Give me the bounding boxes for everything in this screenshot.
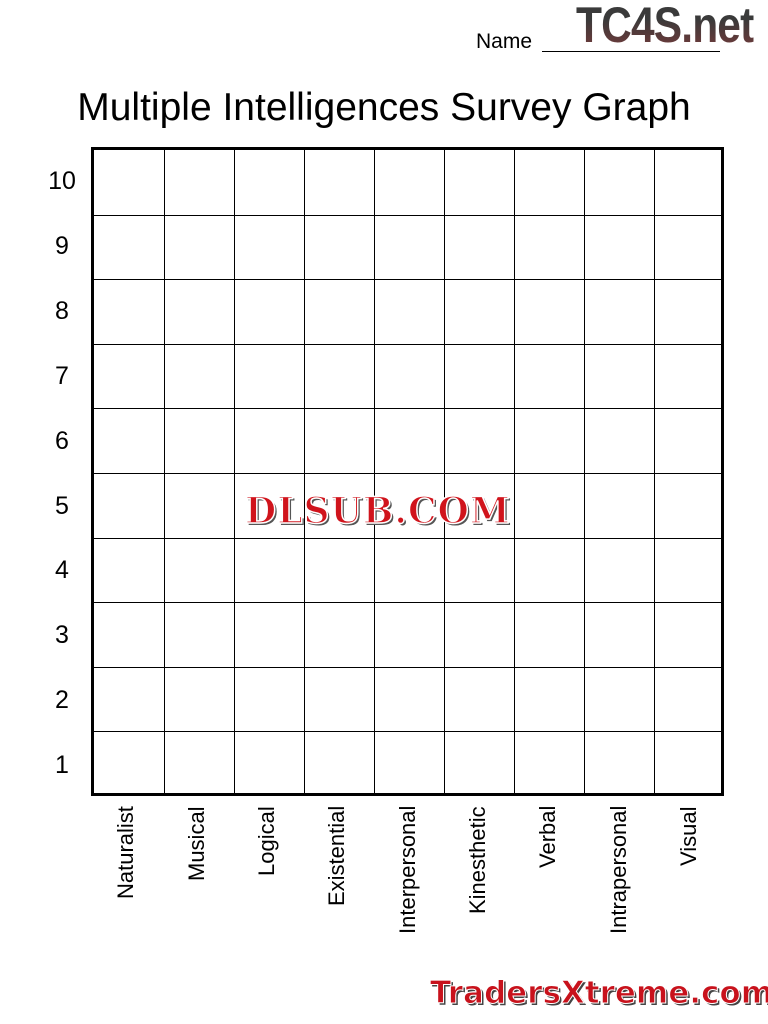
y-axis-label: 1 <box>55 751 69 780</box>
x-axis-label-musical: Musical <box>183 806 209 881</box>
grid-row-line <box>94 473 721 474</box>
grid-row-line <box>94 408 721 410</box>
survey-graph-grid <box>91 147 724 796</box>
x-axis-label-verbal: Verbal <box>535 806 561 869</box>
grid-column-line <box>374 150 375 793</box>
x-axis-label-logical: Logical <box>253 806 279 876</box>
grid-column-line <box>164 150 165 793</box>
dlsub-watermark: DLSUB.COM <box>244 489 511 533</box>
grid-row-line <box>94 279 721 281</box>
grid-column-line <box>584 150 585 793</box>
y-axis-label: 3 <box>55 621 69 650</box>
y-axis-label: 9 <box>55 231 69 260</box>
x-axis-label-interpersonal: Interpersonal <box>394 806 420 935</box>
grid-row-line <box>94 537 721 539</box>
x-axis-label-visual: Visual <box>675 806 701 866</box>
y-axis-label: 8 <box>55 296 69 325</box>
x-axis-label-intrapersonal: Intrapersonal <box>605 806 631 935</box>
grid-column-line <box>304 150 305 793</box>
grid-row-line <box>94 343 721 345</box>
y-axis-label: 7 <box>55 361 69 390</box>
page-title: Multiple Intelligences Survey Graph <box>77 86 691 129</box>
y-axis-label: 2 <box>55 686 69 715</box>
y-axis-label: 10 <box>48 167 76 195</box>
grid-row-line <box>94 731 721 733</box>
name-label: Name <box>476 30 533 53</box>
grid-column-line <box>514 150 515 793</box>
tradersxtreme-watermark: TradersXtreme.com <box>429 975 768 1012</box>
y-axis-label: 5 <box>55 491 69 520</box>
grid-column-line <box>654 150 655 793</box>
name-blank-line <box>542 51 720 52</box>
grid-row-line <box>94 602 721 604</box>
tc4s-logo: TC4S.net <box>576 0 754 54</box>
grid-row-line <box>94 214 721 216</box>
grid-column-line <box>234 150 235 793</box>
grid-column-line <box>444 150 445 793</box>
x-axis-label-kinesthetic: Kinesthetic <box>464 806 490 914</box>
y-axis-label: 6 <box>55 426 69 455</box>
y-axis-label: 4 <box>55 556 69 585</box>
x-axis-label-existential: Existential <box>324 806 350 907</box>
grid-row-line <box>94 666 721 668</box>
x-axis-label-naturalist: Naturalist <box>113 806 139 899</box>
